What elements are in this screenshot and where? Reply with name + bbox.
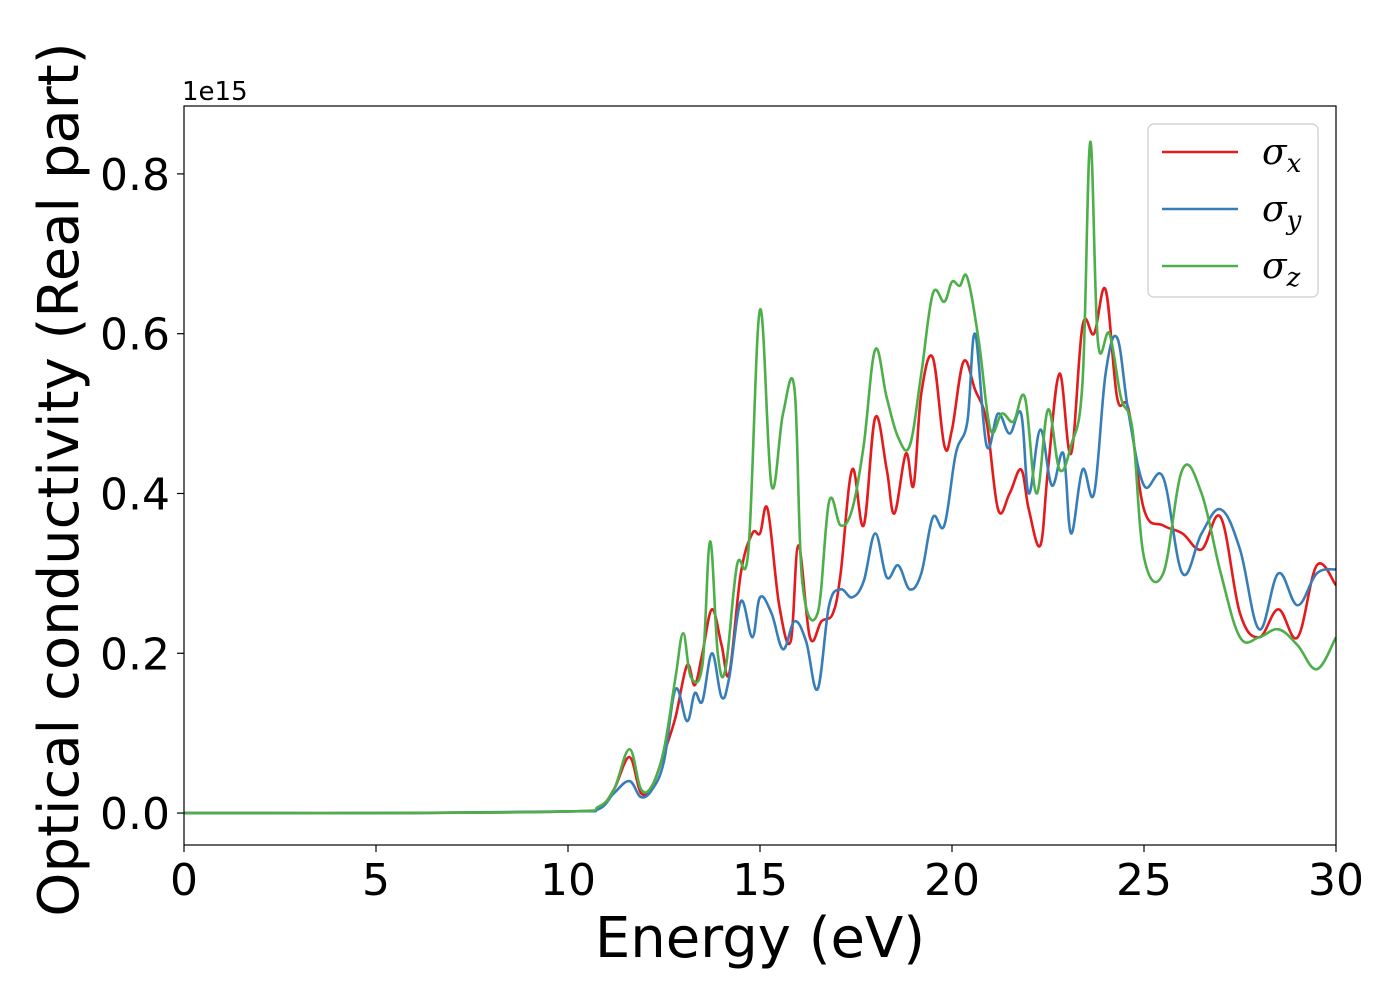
x-tick-label: 25 bbox=[1116, 855, 1172, 906]
x-tick-label: 15 bbox=[732, 855, 788, 906]
series-line-z bbox=[184, 140, 1336, 815]
y-tick-label: 0.6 bbox=[100, 310, 170, 361]
x-axis-title: Energy (eV) bbox=[595, 906, 925, 971]
legend-label-x: σx bbox=[1262, 132, 1302, 179]
y-axis-title: Optical conductivity (Real part) bbox=[27, 42, 92, 916]
y-tick-label: 0.0 bbox=[100, 789, 170, 840]
x-tick-label: 20 bbox=[924, 855, 980, 906]
legend-box bbox=[1147, 123, 1319, 298]
y-tick-label: 0.2 bbox=[100, 629, 170, 680]
x-tick-label: 0 bbox=[170, 855, 198, 906]
y-tick-label: 0.8 bbox=[100, 150, 170, 201]
y-tick-label: 0.4 bbox=[100, 469, 170, 520]
plot-area bbox=[184, 140, 1336, 815]
legend: σx σy σz bbox=[1147, 123, 1319, 298]
legend-label-y: σy bbox=[1262, 189, 1302, 236]
axes: 0 5 10 15 20 25 30 0.0 0.2 0.4 0.6 0.8 bbox=[100, 105, 1364, 906]
x-tick-label: 30 bbox=[1308, 855, 1364, 906]
x-tick-label: 5 bbox=[362, 855, 390, 906]
series-line-x bbox=[184, 286, 1336, 815]
y-axis-offset-text: 1e15 bbox=[182, 77, 248, 107]
series-line-y bbox=[184, 332, 1336, 815]
legend-label-z: σz bbox=[1262, 246, 1301, 293]
x-tick-label: 10 bbox=[540, 855, 596, 906]
